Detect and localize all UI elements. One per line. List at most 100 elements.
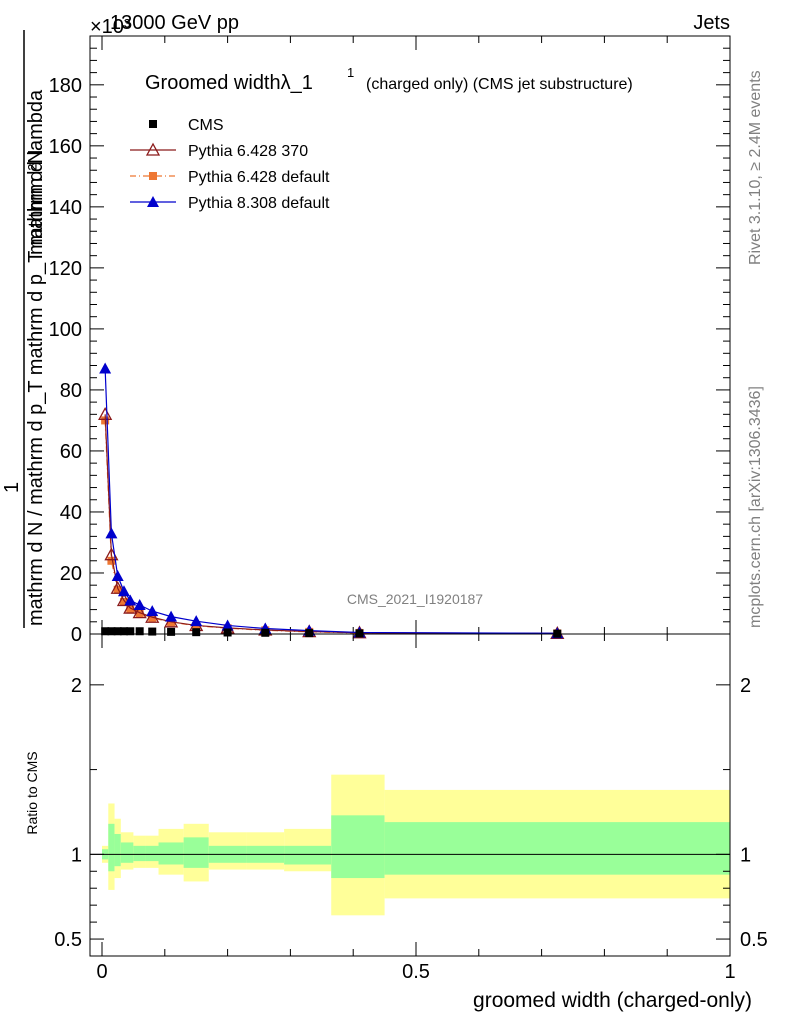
ratio-xtick-label: 0 — [96, 961, 107, 983]
data-point — [99, 362, 112, 374]
ratio-ticks: 0.5 0.51 12 20 0.5 1 — [54, 634, 768, 983]
legend-label: Pythia 6.428 default — [188, 169, 330, 186]
legend-entry: Pythia 6.428 default — [130, 169, 330, 186]
plot-title: Groomed widthλ_1 1 (charged only) (CMS j… — [145, 65, 633, 94]
data-point — [221, 619, 234, 631]
main-ytick-label: 0 — [71, 624, 82, 646]
ylabel-denominator: mathrm d N / mathrm d p_T mathrm d p_T m… — [25, 89, 47, 626]
data-point — [113, 627, 122, 636]
data-point — [126, 627, 135, 636]
data-point — [124, 594, 137, 606]
ratio-frame — [89, 633, 731, 957]
main-ytick-label: 160 — [49, 136, 82, 158]
data-point — [123, 600, 138, 614]
data-point — [165, 610, 178, 622]
legend: CMS Pythia 6.428 370 Pythia 6.428 default P… — [130, 117, 330, 212]
data-point — [119, 627, 128, 636]
data-point — [107, 556, 116, 565]
data-point — [148, 627, 157, 636]
ratio-y-axis-label: Ratio to CMS — [24, 751, 40, 834]
mcplots-side-label: mcplots.cern.ch [arXiv:1306.3436] — [747, 386, 764, 628]
main-y-axis-label: mathrm d²N 1 mathrm d N / mathrm d p_T m… — [1, 30, 47, 628]
data-point — [107, 627, 116, 636]
data-point — [355, 629, 364, 638]
ratio-bands — [90, 774, 730, 916]
legend-marker — [145, 142, 161, 156]
ylabel-numerator: mathrm d²N — [25, 149, 47, 255]
ratio-band-inner — [133, 845, 146, 862]
ratio-band-inner — [114, 833, 121, 867]
main-frame — [89, 35, 731, 635]
data-point — [117, 585, 130, 597]
legend-label: Pythia 6.428 370 — [188, 143, 308, 160]
ratio-ytick-label: 0.5 — [54, 929, 82, 951]
main-ytick-label: 180 — [49, 75, 82, 97]
ratio-ytick-label-right: 2 — [740, 675, 751, 697]
rivet-side-label: Rivet 3.1.10, ≥ 2.4M events — [747, 70, 764, 265]
data-point — [190, 615, 203, 627]
legend-entry: CMS — [149, 117, 224, 134]
legend-marker — [149, 120, 157, 128]
ratio-xtick-label: 0.5 — [402, 961, 430, 983]
main-y-ticks: 0 20 40 60 80 100 120 140 160 180 — [49, 35, 731, 646]
data-point — [116, 593, 132, 607]
series-pythia-6-428-370 — [98, 406, 565, 640]
main-ytick-label: 40 — [60, 502, 82, 524]
ratio-ytick-label-right: 0.5 — [740, 929, 768, 951]
data-point — [126, 605, 135, 614]
series-pythia-8-308-default — [99, 362, 564, 639]
ratio-band-inner — [108, 823, 115, 872]
ratio-band-inner — [284, 845, 332, 865]
main-ytick-label: 20 — [60, 563, 82, 585]
title-subtitle: (charged only) (CMS jet substructure) — [366, 76, 633, 93]
legend-entry: Pythia 6.428 370 — [130, 142, 308, 160]
legend-label: CMS — [188, 117, 224, 134]
main-axes — [89, 35, 731, 635]
series-line — [104, 414, 558, 634]
data-point — [110, 580, 125, 594]
ylabel-one: 1 — [1, 482, 23, 493]
data-point — [146, 605, 159, 617]
series-line — [104, 368, 558, 634]
legend-marker — [147, 196, 159, 207]
data-point — [145, 609, 160, 623]
main-series — [98, 362, 565, 640]
ratio-ytick-label-right: 1 — [740, 844, 751, 866]
data-point — [261, 628, 270, 637]
ratio-band-inner — [331, 815, 385, 879]
data-point — [223, 628, 232, 637]
data-point — [105, 527, 118, 539]
x-axis-label: groomed width (charged-only) — [473, 989, 752, 1012]
main-ytick-label: 60 — [60, 441, 82, 463]
legend-label: Pythia 8.308 default — [188, 195, 330, 212]
ratio-band-inner — [158, 842, 184, 865]
legend-marker — [149, 172, 157, 180]
ratio-band-inner — [384, 822, 730, 875]
category-label: Jets — [693, 12, 730, 34]
data-point — [119, 597, 128, 606]
data-point — [113, 585, 122, 594]
ratio-band-inner — [145, 845, 159, 862]
main-ytick-label: 100 — [49, 319, 82, 341]
data-point — [167, 627, 176, 636]
ratio-ytick-label: 1 — [71, 844, 82, 866]
legend-entry: Pythia 8.308 default — [130, 195, 330, 212]
series-pythia-6-428-default — [101, 416, 562, 638]
energy-label: 13000 GeV pp — [110, 12, 239, 34]
ratio-band-inner — [183, 837, 209, 868]
title-text: Groomed widthλ_1 — [145, 72, 313, 94]
data-point — [135, 627, 144, 636]
data-point — [111, 570, 124, 582]
series-line — [104, 420, 558, 634]
ratio-band-inner — [120, 842, 134, 863]
data-point — [101, 627, 110, 636]
data-point — [98, 406, 113, 420]
ratio-ytick-label: 2 — [71, 675, 82, 697]
ratio-xtick-label: 1 — [724, 961, 735, 983]
data-point — [305, 629, 314, 638]
main-ytick-label: 140 — [49, 197, 82, 219]
main-ytick-label: 120 — [49, 258, 82, 280]
data-point — [132, 605, 147, 619]
analysis-id-label: CMS_2021_I1920187 — [347, 591, 483, 607]
